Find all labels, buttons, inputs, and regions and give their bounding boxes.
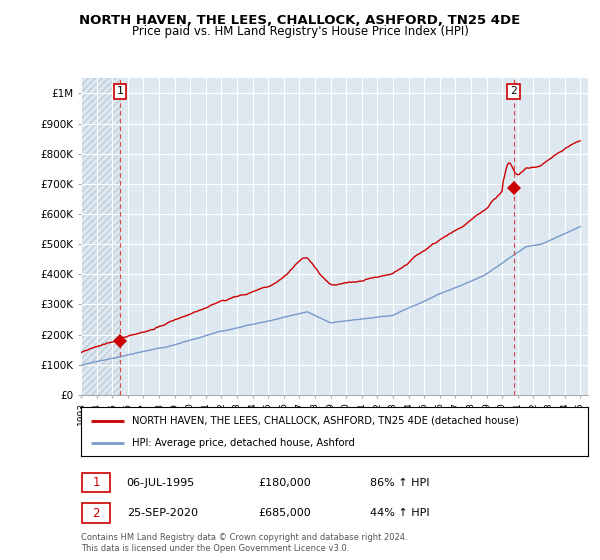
Text: 86% ↑ HPI: 86% ↑ HPI: [370, 478, 430, 488]
Text: NORTH HAVEN, THE LEES, CHALLOCK, ASHFORD, TN25 4DE: NORTH HAVEN, THE LEES, CHALLOCK, ASHFORD…: [79, 14, 521, 27]
Text: 2: 2: [92, 507, 100, 520]
Text: Contains HM Land Registry data © Crown copyright and database right 2024.
This d: Contains HM Land Registry data © Crown c…: [81, 533, 407, 553]
Text: 25-SEP-2020: 25-SEP-2020: [127, 508, 197, 518]
Text: NORTH HAVEN, THE LEES, CHALLOCK, ASHFORD, TN25 4DE (detached house): NORTH HAVEN, THE LEES, CHALLOCK, ASHFORD…: [132, 416, 518, 426]
Polygon shape: [81, 78, 120, 395]
Text: £180,000: £180,000: [259, 478, 311, 488]
Text: 06-JUL-1995: 06-JUL-1995: [127, 478, 195, 488]
Text: 44% ↑ HPI: 44% ↑ HPI: [370, 508, 430, 518]
Text: 1: 1: [92, 477, 100, 489]
FancyBboxPatch shape: [82, 503, 110, 523]
Text: £685,000: £685,000: [259, 508, 311, 518]
Text: Price paid vs. HM Land Registry's House Price Index (HPI): Price paid vs. HM Land Registry's House …: [131, 25, 469, 38]
Text: 2: 2: [510, 86, 517, 96]
Text: 1: 1: [117, 86, 124, 96]
Text: HPI: Average price, detached house, Ashford: HPI: Average price, detached house, Ashf…: [132, 437, 355, 447]
FancyBboxPatch shape: [82, 473, 110, 492]
